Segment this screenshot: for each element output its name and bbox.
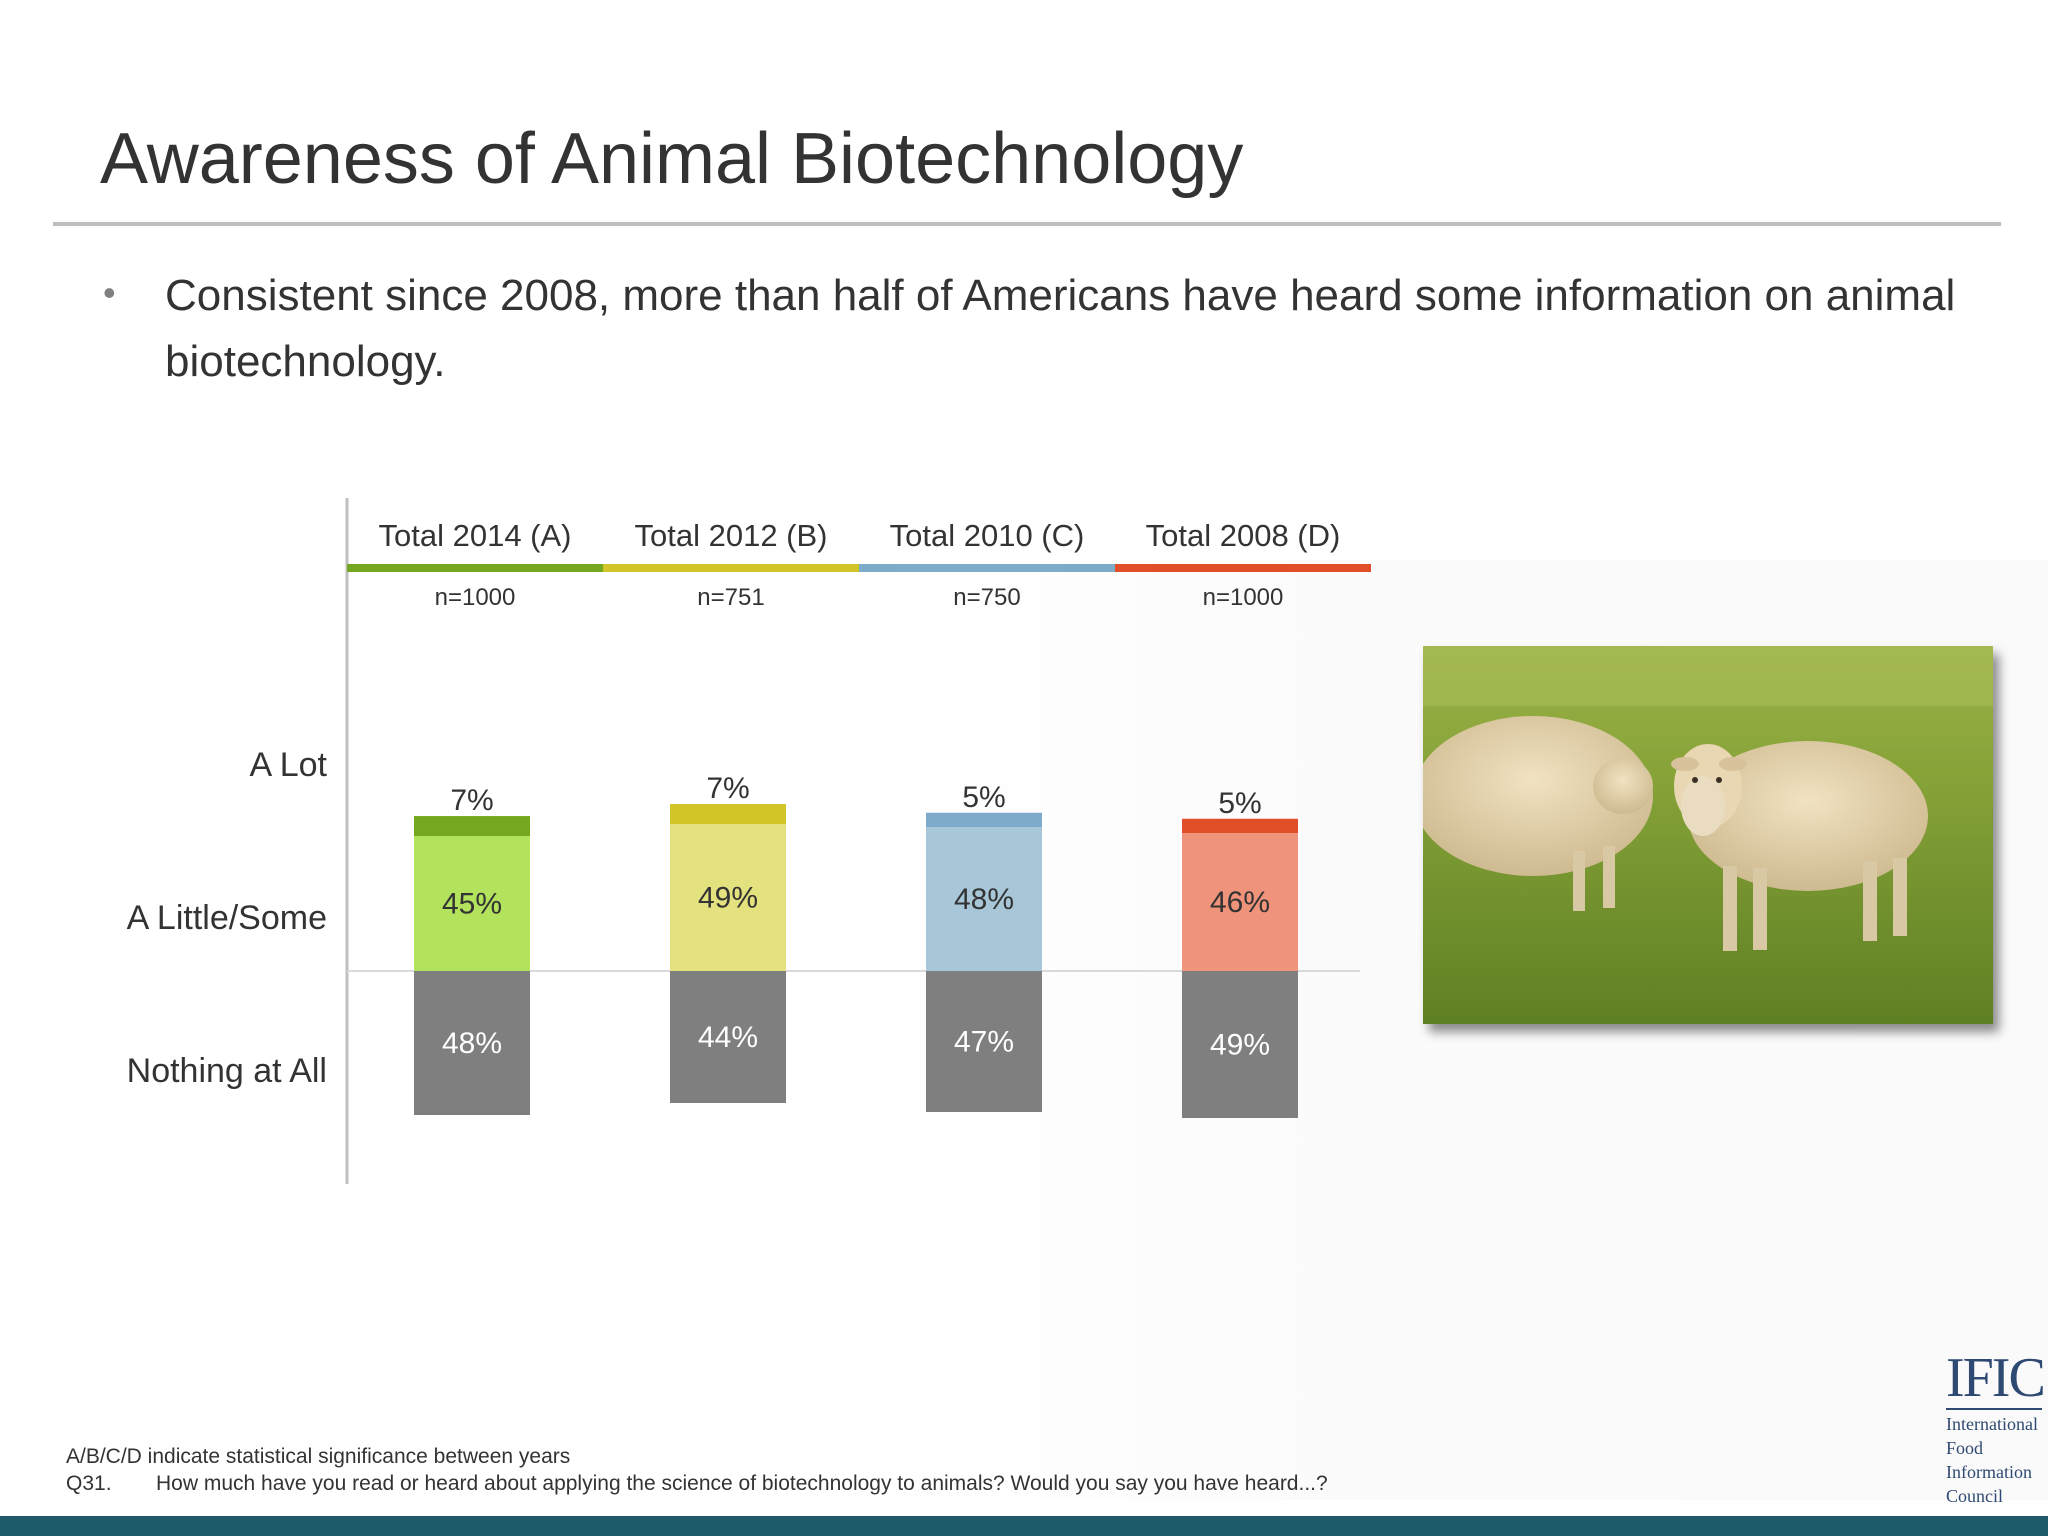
row-label: A Lot — [249, 746, 327, 784]
bar-label-nothing: 48% — [442, 1027, 502, 1060]
bar-label-a-lot: 7% — [450, 784, 493, 817]
bar-label-a-little: 49% — [698, 882, 758, 915]
bar-a-little-some — [670, 824, 786, 971]
bullet-text: Consistent since 2008, more than half of… — [165, 271, 1956, 386]
column-header-underline — [859, 564, 1115, 572]
column-header: Total 2008 (D) — [1146, 518, 1341, 553]
bar-label-a-lot: 5% — [962, 781, 1005, 814]
logo-text: International Food Information Council — [1946, 1408, 2042, 1508]
bar-label-nothing: 47% — [954, 1026, 1014, 1059]
bar-a-lot — [414, 816, 530, 836]
bar-nothing-at-all — [926, 971, 1042, 1112]
logo-mark: IFIC — [1946, 1347, 2046, 1409]
logo-line: Information — [1946, 1462, 2032, 1482]
bar-a-little-some — [926, 827, 1042, 971]
question-id: Q31. — [66, 1472, 112, 1495]
bar-label-a-lot: 7% — [706, 772, 749, 805]
bar-a-little-some — [414, 836, 530, 971]
row-label: A Little/Some — [127, 899, 327, 937]
bar-a-lot — [670, 804, 786, 824]
column-header: Total 2014 (A) — [379, 518, 572, 553]
logo-line: Food — [1946, 1438, 1984, 1458]
bar-label-a-little: 46% — [1210, 886, 1270, 919]
column-header-underline — [603, 564, 859, 572]
bar-label-nothing: 49% — [1210, 1029, 1270, 1062]
logo-line: Council — [1946, 1486, 2003, 1506]
bar-a-lot — [926, 812, 1042, 827]
ific-logo: IFIC International Food Information Coun… — [1946, 1347, 2046, 1510]
significance-footnote: A/B/C/D indicate statistical significanc… — [66, 1445, 571, 1468]
footer-bar — [0, 1516, 2048, 1536]
bar-label-a-little: 48% — [954, 883, 1014, 916]
bar-label-nothing: 44% — [698, 1021, 758, 1054]
bullet-icon: • — [103, 272, 116, 313]
sample-size: n=751 — [697, 584, 764, 611]
slide-title: Awareness of Animal Biotechnology — [100, 119, 1244, 199]
question-text: How much have you read or heard about ap… — [156, 1472, 1328, 1495]
column-header-underline — [347, 564, 603, 572]
bar-nothing-at-all — [414, 971, 530, 1115]
bar-nothing-at-all — [670, 971, 786, 1103]
column-header: Total 2012 (B) — [635, 518, 828, 553]
bar-a-little-some — [1182, 833, 1298, 971]
column-header-underline — [1115, 564, 1371, 572]
sample-size: n=1000 — [435, 584, 516, 611]
bar-label-a-lot: 5% — [1218, 787, 1261, 820]
column-header: Total 2010 (C) — [890, 518, 1085, 553]
logo-line: International — [1946, 1414, 2038, 1434]
question-footnote: Q31. How much have you read or heard abou… — [66, 1472, 1328, 1496]
bar-label-a-little: 45% — [442, 888, 502, 921]
title-divider — [53, 222, 2001, 226]
sample-size: n=1000 — [1203, 584, 1284, 611]
bar-a-lot — [1182, 818, 1298, 833]
bar-nothing-at-all — [1182, 971, 1298, 1118]
sheep-photo — [1423, 646, 1993, 1024]
row-label: Nothing at All — [127, 1052, 327, 1090]
sample-size: n=750 — [953, 584, 1020, 611]
